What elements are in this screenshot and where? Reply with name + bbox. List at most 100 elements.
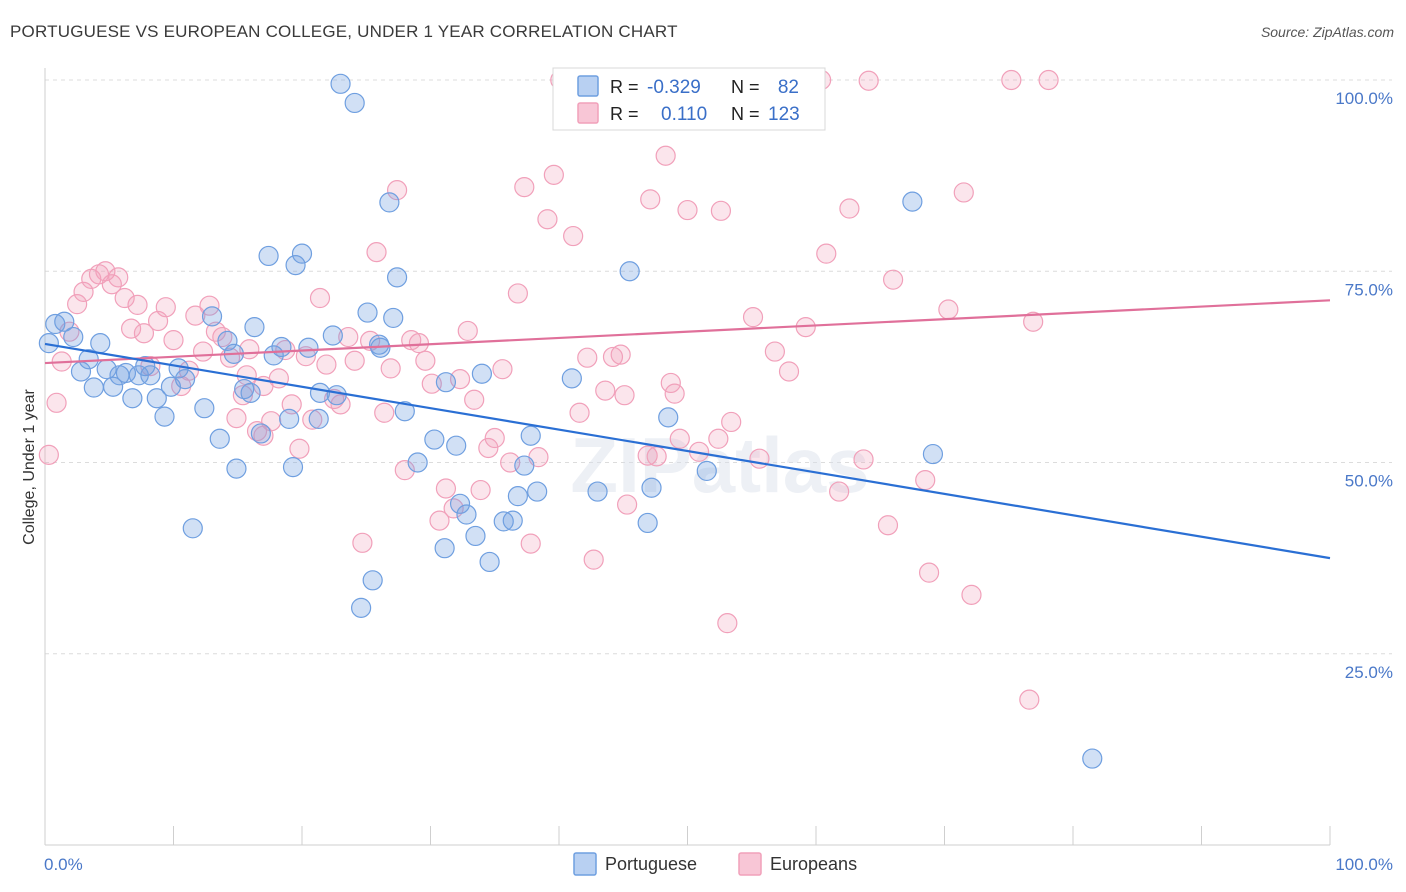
x-tick-label-max: 100.0% bbox=[1335, 855, 1393, 874]
data-point-portuguese bbox=[271, 336, 292, 358]
data-point-europeans bbox=[1038, 69, 1059, 91]
data-point-europeans bbox=[610, 344, 631, 365]
data-point-portuguese bbox=[298, 337, 319, 358]
watermark: ZIPatlas bbox=[570, 421, 869, 509]
legend-swatch-portuguese bbox=[577, 75, 599, 97]
data-point-europeans bbox=[829, 481, 850, 502]
data-point-europeans bbox=[309, 287, 331, 309]
data-point-europeans bbox=[484, 427, 505, 449]
data-point-europeans bbox=[915, 469, 936, 491]
data-point-portuguese bbox=[561, 368, 582, 389]
data-point-portuguese bbox=[514, 455, 535, 476]
data-point-europeans bbox=[429, 510, 450, 531]
data-point-europeans bbox=[478, 437, 499, 459]
data-point-portuguese bbox=[357, 302, 378, 323]
data-point-europeans bbox=[514, 177, 535, 198]
data-point-portuguese bbox=[502, 510, 523, 531]
data-point-europeans bbox=[577, 347, 598, 368]
data-point-europeans bbox=[366, 242, 387, 263]
data-point-europeans bbox=[537, 209, 558, 230]
data-point-europeans bbox=[664, 383, 685, 404]
data-point-portuguese bbox=[217, 330, 238, 351]
data-point-europeans bbox=[127, 294, 148, 316]
trend-line-europeans bbox=[44, 299, 1331, 365]
data-point-europeans bbox=[133, 323, 155, 344]
bottom-legend-swatch-portuguese bbox=[573, 852, 597, 876]
data-point-portuguese bbox=[78, 349, 99, 370]
data-point-portuguese bbox=[394, 401, 415, 422]
data-point-portuguese bbox=[379, 192, 400, 213]
source-label: Source: ZipAtlas.com bbox=[1260, 24, 1394, 40]
data-point-portuguese bbox=[587, 481, 608, 502]
data-point-portuguese bbox=[479, 551, 500, 573]
data-point-portuguese bbox=[201, 306, 223, 327]
data-point-portuguese bbox=[209, 428, 230, 449]
data-point-portuguese bbox=[279, 408, 300, 429]
data-point-europeans bbox=[614, 385, 635, 406]
data-point-europeans bbox=[961, 584, 982, 605]
y-tick-labels: 25.0% 50.0% 75.0% 100.0% bbox=[1335, 89, 1393, 682]
data-point-portuguese bbox=[115, 362, 137, 384]
data-point-europeans bbox=[507, 283, 528, 304]
data-point-portuguese bbox=[641, 477, 662, 498]
data-point-portuguese bbox=[122, 388, 143, 409]
data-point-portuguese bbox=[637, 512, 658, 534]
data-point-portuguese bbox=[250, 423, 271, 444]
data-point-portuguese bbox=[902, 191, 923, 212]
bottom-legend-swatch-europeans bbox=[738, 852, 762, 876]
legend-bottom: Portuguese Europeans bbox=[573, 852, 857, 876]
data-point-europeans bbox=[46, 392, 67, 413]
data-point-europeans bbox=[289, 438, 310, 459]
legend-n-label-europeans: N = bbox=[731, 104, 760, 124]
data-point-portuguese bbox=[38, 333, 59, 354]
data-point-europeans bbox=[569, 402, 590, 423]
data-point-europeans bbox=[637, 445, 658, 466]
data-point-europeans bbox=[617, 494, 638, 515]
data-point-portuguese bbox=[326, 385, 347, 406]
data-point-europeans bbox=[386, 180, 408, 201]
data-point-europeans bbox=[583, 549, 604, 570]
data-point-europeans bbox=[877, 515, 899, 536]
data-point-portuguese bbox=[507, 486, 528, 507]
legend-n-value-europeans: 123 bbox=[768, 104, 800, 125]
data-point-portuguese bbox=[520, 425, 541, 446]
data-point-portuguese bbox=[362, 570, 383, 591]
data-point-europeans bbox=[640, 189, 661, 210]
data-point-europeans bbox=[352, 532, 373, 553]
data-point-portuguese bbox=[194, 398, 215, 419]
data-point-portuguese bbox=[83, 377, 104, 398]
data-point-europeans bbox=[302, 409, 323, 430]
data-point-portuguese bbox=[465, 525, 486, 547]
data-point-portuguese bbox=[922, 443, 944, 465]
data-point-europeans bbox=[853, 449, 874, 470]
data-point-portuguese bbox=[54, 311, 75, 332]
data-point-europeans bbox=[953, 182, 974, 203]
data-point-europeans bbox=[464, 389, 485, 410]
data-point-europeans bbox=[938, 299, 959, 320]
data-point-europeans bbox=[95, 261, 116, 282]
data-point-europeans bbox=[155, 297, 176, 318]
data-point-portuguese bbox=[449, 493, 471, 514]
legend-n-value-portuguese: 82 bbox=[778, 77, 799, 98]
data-point-europeans bbox=[470, 479, 491, 501]
data-point-europeans bbox=[543, 164, 564, 185]
legend-top: R = -0.329 N = 82 R = 0.110 N = 123 bbox=[552, 67, 826, 131]
axes bbox=[44, 68, 1331, 846]
data-point-europeans bbox=[742, 307, 764, 328]
data-point-europeans bbox=[563, 225, 584, 247]
data-point-europeans bbox=[749, 448, 770, 469]
data-point-portuguese bbox=[90, 333, 111, 354]
data-point-portuguese bbox=[658, 407, 679, 428]
data-point-europeans bbox=[226, 408, 247, 429]
data-point-europeans bbox=[595, 380, 616, 401]
data-point-portuguese bbox=[146, 388, 167, 409]
data-point-europeans bbox=[380, 358, 401, 379]
data-point-europeans bbox=[882, 269, 904, 290]
data-point-portuguese bbox=[244, 316, 265, 338]
data-point-portuguese bbox=[309, 382, 331, 403]
data-point-portuguese bbox=[1082, 748, 1103, 769]
data-point-europeans bbox=[232, 385, 253, 406]
data-point-portuguese bbox=[527, 481, 548, 502]
data-point-europeans bbox=[778, 361, 800, 382]
